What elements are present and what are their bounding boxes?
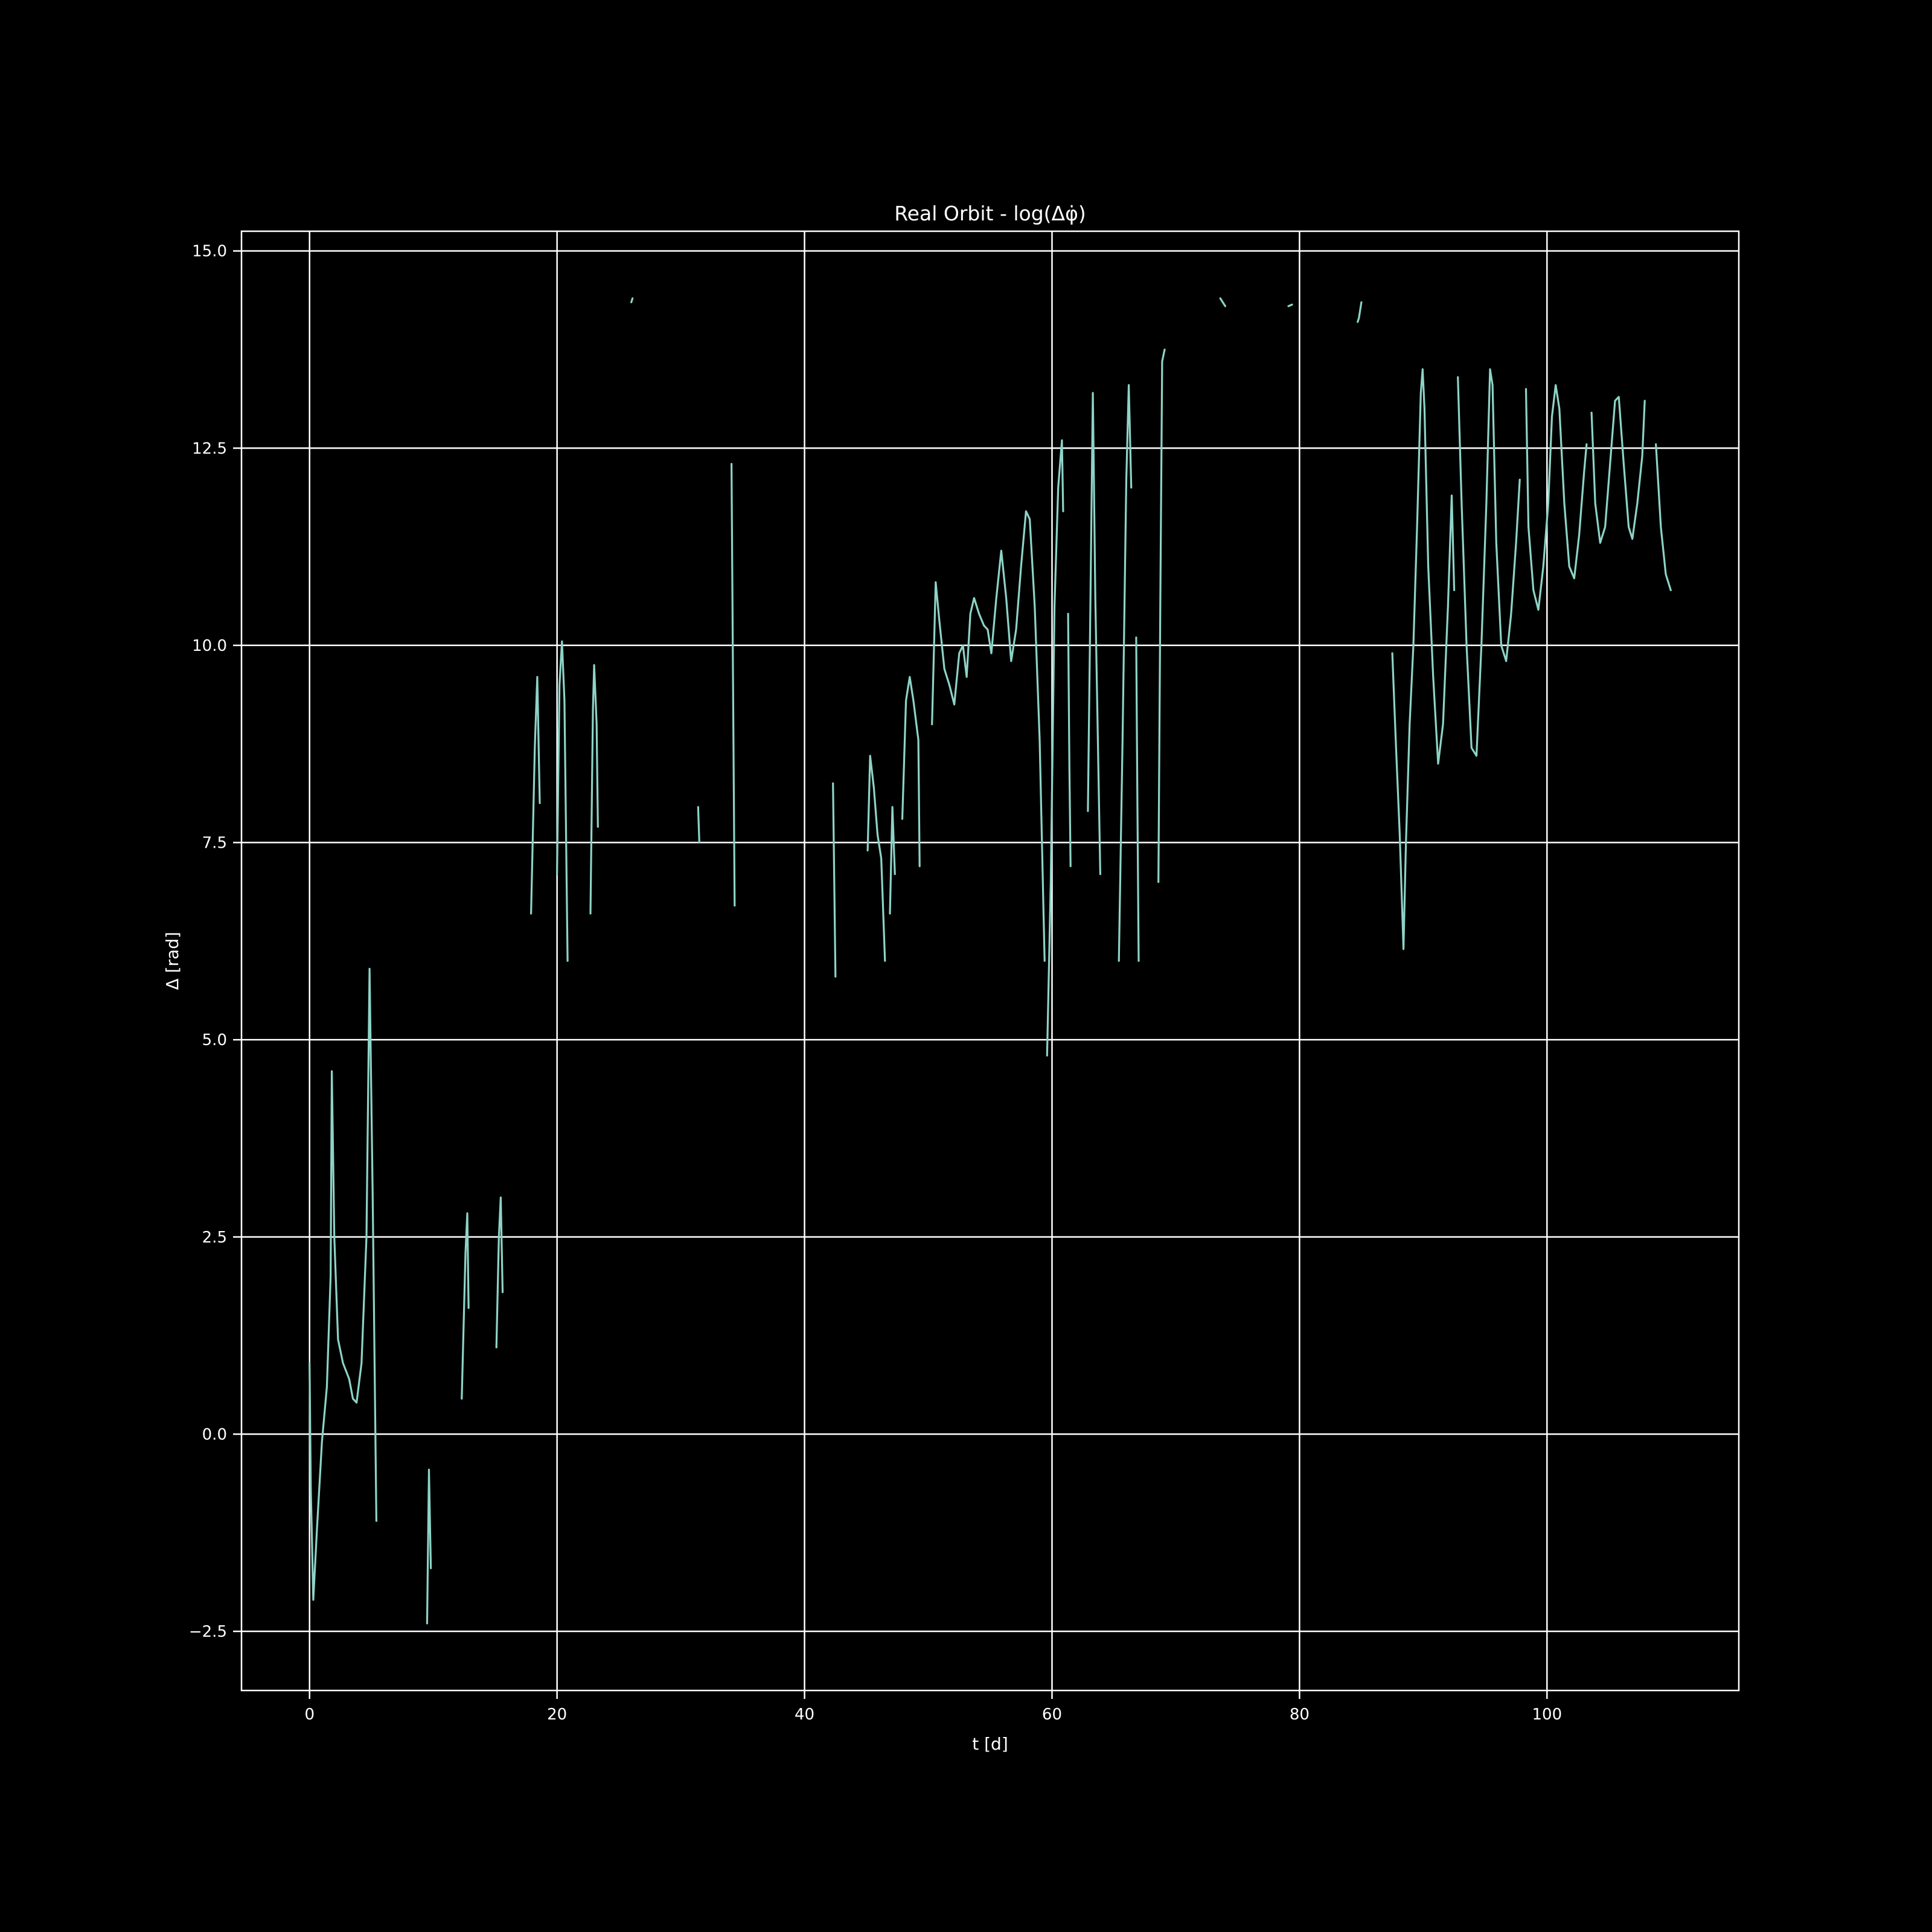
- x-tick-label: 80: [1290, 1706, 1310, 1724]
- axes-frame: [240, 230, 1740, 1692]
- series-line-segment: [889, 806, 896, 915]
- series-line-segment: [1046, 439, 1064, 1057]
- series-line-segment: [309, 968, 377, 1601]
- series-line-segment: [1087, 392, 1101, 875]
- y-tick-label: 10.0: [192, 637, 227, 655]
- series-line-segment: [530, 676, 541, 915]
- series-line-segment: [866, 755, 886, 962]
- x-tick-labels: 0 20 40 60 80 100: [304, 1706, 1562, 1724]
- series-line-segment: [1357, 301, 1363, 323]
- y-tick-label: 7.5: [202, 834, 227, 852]
- grid-lines: [242, 231, 1739, 1690]
- series-line-segment: [697, 806, 700, 844]
- x-tick-label: 20: [547, 1706, 567, 1724]
- series-line-segment: [426, 1468, 432, 1625]
- series-line-segment: [495, 1196, 504, 1349]
- y-tick-label: 2.5: [202, 1229, 227, 1247]
- series-line-segment: [731, 462, 736, 907]
- series-line-segment: [1655, 443, 1672, 592]
- series-line-segment: [1457, 368, 1521, 757]
- series-line-segment: [1157, 348, 1166, 883]
- series-line-segment: [1219, 297, 1226, 307]
- x-tick-label: 40: [795, 1706, 814, 1724]
- y-tick-label: 0.0: [202, 1425, 227, 1444]
- x-tick-label: 100: [1532, 1706, 1562, 1724]
- series-line-segment: [1524, 384, 1588, 611]
- x-tick-label: 60: [1042, 1706, 1062, 1724]
- y-tick-label: 5.0: [202, 1031, 227, 1049]
- series-line-segment: [1391, 368, 1456, 950]
- x-axis-label: t [d]: [972, 1734, 1008, 1754]
- series-line-segment: [556, 640, 569, 962]
- y-tick-label: 15.0: [192, 243, 227, 261]
- series-line-segment: [1118, 384, 1133, 962]
- y-tick-labels: −2.5 0.0 2.5 5.0 7.5 10.0 12.5 15.0: [189, 243, 227, 1641]
- series-line-segment: [931, 510, 1046, 962]
- plot-area: [309, 297, 1672, 1625]
- series-line-segment: [1135, 636, 1140, 962]
- y-tick-label: 12.5: [192, 440, 227, 458]
- series-line-segment: [832, 782, 837, 978]
- series-line-segment: [1590, 395, 1646, 544]
- x-tick-label: 0: [304, 1706, 315, 1724]
- series-line-segment: [461, 1212, 470, 1400]
- series-line-segment: [1067, 613, 1072, 868]
- y-tick-label: −2.5: [189, 1623, 227, 1641]
- series-line-segment: [1287, 303, 1293, 307]
- chart-title: Real Orbit - log(Δφ̇): [894, 202, 1086, 225]
- tick-marks: [233, 250, 1548, 1699]
- y-axis-label: Δ [rad]: [162, 932, 182, 990]
- series-line-segment: [901, 676, 921, 868]
- series-line-segment: [589, 664, 599, 915]
- series-line-segment: [630, 297, 634, 304]
